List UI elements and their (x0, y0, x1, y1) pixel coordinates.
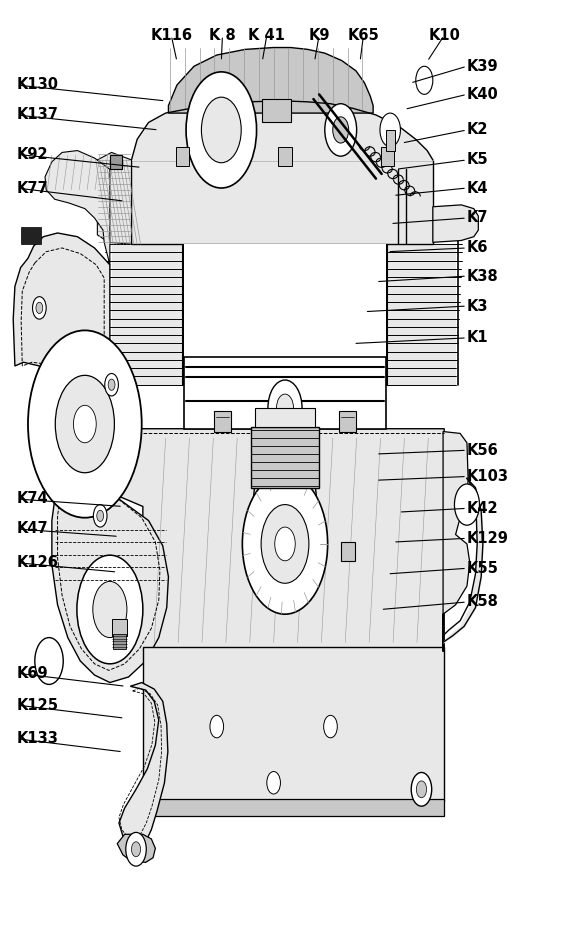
Bar (278, 147, 292, 165)
Circle shape (325, 104, 357, 156)
Circle shape (35, 638, 63, 685)
Text: K4: K4 (467, 180, 488, 195)
Polygon shape (110, 429, 444, 675)
Text: K40: K40 (467, 87, 499, 102)
Circle shape (411, 773, 431, 806)
Text: K77: K77 (17, 180, 48, 195)
Polygon shape (112, 244, 182, 385)
Circle shape (416, 67, 433, 95)
Circle shape (268, 380, 302, 436)
Text: K1: K1 (467, 330, 488, 345)
Polygon shape (259, 429, 311, 527)
Circle shape (132, 841, 141, 856)
Text: K58: K58 (467, 595, 499, 610)
Polygon shape (117, 834, 156, 862)
Bar (143, 647, 444, 801)
Polygon shape (132, 159, 433, 244)
Text: K133: K133 (17, 732, 59, 747)
Bar (214, 411, 231, 431)
Circle shape (333, 117, 349, 144)
Circle shape (380, 113, 401, 147)
Text: K129: K129 (467, 531, 509, 546)
Text: K65: K65 (348, 28, 380, 43)
Bar (262, 99, 291, 123)
Circle shape (201, 98, 241, 162)
Text: K38: K38 (467, 268, 499, 283)
Bar (184, 244, 386, 429)
Circle shape (276, 394, 294, 422)
Bar (143, 798, 444, 815)
Bar (386, 130, 396, 151)
Text: K42: K42 (467, 501, 499, 516)
Circle shape (93, 582, 127, 638)
Text: K56: K56 (467, 443, 499, 458)
Bar (251, 427, 319, 488)
Circle shape (93, 505, 107, 527)
Bar (112, 619, 128, 636)
Text: K137: K137 (17, 108, 59, 123)
Polygon shape (443, 431, 470, 652)
Text: K130: K130 (17, 78, 59, 93)
Text: K2: K2 (467, 123, 488, 138)
Circle shape (454, 484, 479, 525)
Text: K103: K103 (467, 469, 509, 484)
Text: K10: K10 (428, 28, 460, 43)
Circle shape (324, 716, 337, 738)
Text: K47: K47 (17, 522, 48, 537)
Text: K74: K74 (17, 492, 48, 507)
Text: K 41: K 41 (249, 28, 285, 43)
Bar (339, 411, 356, 431)
Circle shape (267, 772, 280, 794)
Text: K3: K3 (467, 298, 488, 313)
Text: K126: K126 (17, 555, 59, 570)
Text: K116: K116 (150, 28, 192, 43)
Polygon shape (13, 233, 168, 683)
Polygon shape (66, 165, 132, 197)
Circle shape (242, 474, 328, 614)
Circle shape (416, 781, 426, 797)
Text: K92: K92 (17, 147, 48, 161)
Polygon shape (433, 204, 478, 242)
Bar (255, 408, 315, 427)
Text: K9: K9 (308, 28, 330, 43)
Polygon shape (119, 683, 168, 848)
Polygon shape (168, 48, 373, 113)
Circle shape (77, 555, 143, 664)
Circle shape (269, 473, 301, 525)
Text: K7: K7 (467, 210, 488, 225)
Bar (341, 542, 355, 561)
Circle shape (97, 510, 104, 522)
Bar (176, 147, 189, 165)
Text: K6: K6 (467, 240, 488, 255)
Text: K69: K69 (17, 666, 48, 681)
Text: K5: K5 (467, 152, 488, 167)
Circle shape (275, 527, 295, 561)
Polygon shape (184, 356, 386, 429)
Bar (21, 227, 41, 244)
Circle shape (254, 447, 316, 551)
Bar (381, 147, 394, 165)
Circle shape (55, 375, 115, 473)
Circle shape (186, 72, 256, 188)
Bar (110, 155, 123, 169)
Circle shape (210, 716, 223, 738)
Bar (113, 634, 126, 649)
Text: K125: K125 (17, 698, 59, 713)
Text: K 8: K 8 (209, 28, 236, 43)
Circle shape (105, 373, 119, 396)
Circle shape (28, 330, 142, 518)
Polygon shape (97, 153, 132, 244)
Polygon shape (388, 244, 455, 385)
Circle shape (74, 405, 96, 443)
Text: K55: K55 (467, 561, 499, 576)
Circle shape (108, 379, 115, 390)
Circle shape (261, 505, 309, 583)
Polygon shape (45, 151, 110, 265)
Circle shape (126, 832, 146, 866)
Circle shape (36, 302, 43, 313)
Circle shape (32, 296, 46, 319)
Text: K39: K39 (467, 59, 499, 74)
